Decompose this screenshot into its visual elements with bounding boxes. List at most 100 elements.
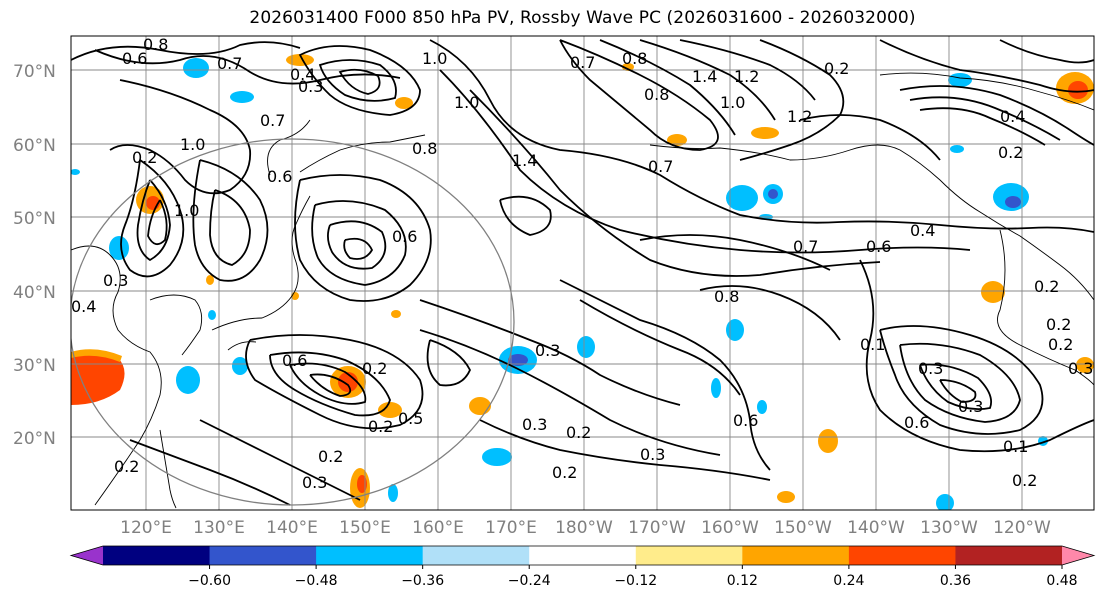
lon-label: 130°E: [193, 518, 245, 538]
contour-label: 0.4: [71, 297, 96, 316]
longitude-labels: 120°E 130°E 140°E 150°E 160°E 170°E 180°…: [120, 518, 1051, 538]
colorbar-tick-label: 0.12: [727, 573, 758, 589]
colorbar-segment: [209, 546, 317, 565]
colorbar-segment: [635, 546, 743, 565]
contour-label: 0.3: [918, 359, 943, 378]
contour-label: 0.6: [392, 227, 417, 246]
lon-label: 120°W: [993, 518, 1051, 538]
contour-label: 0.7: [793, 237, 818, 256]
lat-label: 50°N: [13, 209, 56, 229]
colorbar-segment: [742, 546, 850, 565]
contour-label: 0.1: [860, 335, 885, 354]
contour-label: 0.8: [714, 287, 739, 306]
colorbar-tick-label: −0.48: [295, 573, 338, 589]
contour-label: 0.2: [566, 423, 591, 442]
colorbar-segment: [848, 546, 956, 565]
colorbar-segment: [316, 546, 424, 565]
contour-label: 0.3: [640, 445, 665, 464]
colorbar-segment: [103, 546, 211, 565]
contour-label: 0.2: [1012, 471, 1037, 490]
colorbar-tick-label: 0.24: [833, 573, 864, 589]
contour-label: 0.2: [362, 359, 387, 378]
lon-label: 130°W: [920, 518, 978, 538]
lon-label: 170°W: [628, 518, 686, 538]
contour-label: 0.7: [217, 54, 242, 73]
lat-label: 30°N: [13, 356, 56, 376]
region-circle: [71, 138, 515, 506]
colorbar-segment: [529, 546, 637, 565]
contour-label: 1.0: [720, 93, 745, 112]
contour-label: 1.0: [174, 201, 199, 220]
contour-label: 0.7: [570, 53, 595, 72]
contour-label: 0.8: [412, 139, 437, 158]
colorbar-segment: [422, 546, 530, 565]
contour-label: 0.8: [622, 49, 647, 68]
contour-label: 1.0: [454, 93, 479, 112]
colorbar-tick-label: 0.36: [940, 573, 971, 589]
lon-label: 160°W: [701, 518, 759, 538]
contour-label: 0.2: [318, 447, 343, 466]
contour-label: 0.3: [103, 271, 128, 290]
contour-label: 0.8: [644, 85, 669, 104]
map-frame: [70, 35, 1095, 511]
contour-label: 0.7: [260, 111, 285, 130]
contour-label: 0.2: [552, 463, 577, 482]
latitude-labels: 70°N 60°N 50°N 40°N 30°N 20°N: [13, 62, 56, 449]
contour-label: 0.3: [522, 415, 547, 434]
colorbar-tick-label: −0.24: [508, 573, 551, 589]
contour-label: 0.3: [1068, 359, 1093, 378]
contour-label: 1.4: [692, 67, 717, 86]
lon-label: 140°W: [847, 518, 905, 538]
contour-label: 0.5: [398, 409, 423, 428]
positive-anomalies: [71, 54, 1094, 508]
contour-label: 1.4: [512, 151, 537, 170]
contour-label: 0.6: [122, 49, 147, 68]
colorbar-tick-label: −0.36: [401, 573, 444, 589]
coastlines: [71, 72, 1094, 509]
lon-label: 170°E: [485, 518, 537, 538]
lat-label: 70°N: [13, 62, 56, 82]
contour-label: 0.7: [648, 157, 673, 176]
lon-label: 160°E: [412, 518, 464, 538]
contour-label: 0.2: [114, 457, 139, 476]
contour-label: 1.0: [180, 135, 205, 154]
pv-contours: [71, 39, 1094, 506]
lon-label: 140°E: [266, 518, 318, 538]
contour-label: 1.2: [734, 67, 759, 86]
contour-label: 0.8: [143, 35, 168, 54]
lon-label: 180°W: [555, 518, 613, 538]
lon-label: 150°E: [339, 518, 391, 538]
contour-label: 0.6: [282, 351, 307, 370]
contour-label: 0.3: [958, 397, 983, 416]
contour-label: 0.2: [1046, 315, 1071, 334]
colorbar-segment: [71, 546, 103, 565]
figure-title: 2026031400 F000 850 hPa PV, Rossby Wave …: [249, 8, 916, 28]
contour-label: 0.3: [535, 341, 560, 360]
colorbar-segment: [1062, 546, 1094, 565]
contour-label: 0.3: [302, 473, 327, 492]
contour-label: 0.2: [368, 417, 393, 436]
contour-label: 0.3: [298, 77, 323, 96]
lat-label: 60°N: [13, 136, 56, 156]
contour-label: 0.2: [1034, 277, 1059, 296]
contour-label: 0.4: [1000, 107, 1025, 126]
colorbar-tick-label: −0.12: [614, 573, 657, 589]
contour-label: 0.6: [904, 413, 929, 432]
contour-label: 0.6: [866, 237, 891, 256]
contour-labels: 0.8 0.6 0.7 1.0 0.4 0.3 0.7 1.0 0.2 1.0 …: [71, 35, 1093, 492]
colorbar-segment: [955, 546, 1063, 565]
contour-label: 0.1: [1003, 437, 1028, 456]
lon-label: 120°E: [120, 518, 172, 538]
contour-label: 0.2: [998, 143, 1023, 162]
lat-label: 20°N: [13, 429, 56, 449]
contour-label: 0.4: [290, 65, 315, 84]
contour-label: 0.6: [267, 167, 292, 186]
colorbar-tick-label: 0.48: [1046, 573, 1077, 589]
colorbar: −0.60 −0.48 −0.36 −0.24 −0.12 0.12 0.24 0.36 0.4…: [69, 545, 1096, 589]
contour-label: 0.2: [1048, 335, 1073, 354]
lat-label: 40°N: [13, 283, 56, 303]
negative-anomalies: [71, 58, 1048, 510]
contour-label: 0.6: [733, 411, 758, 430]
lon-label: 150°W: [774, 518, 832, 538]
